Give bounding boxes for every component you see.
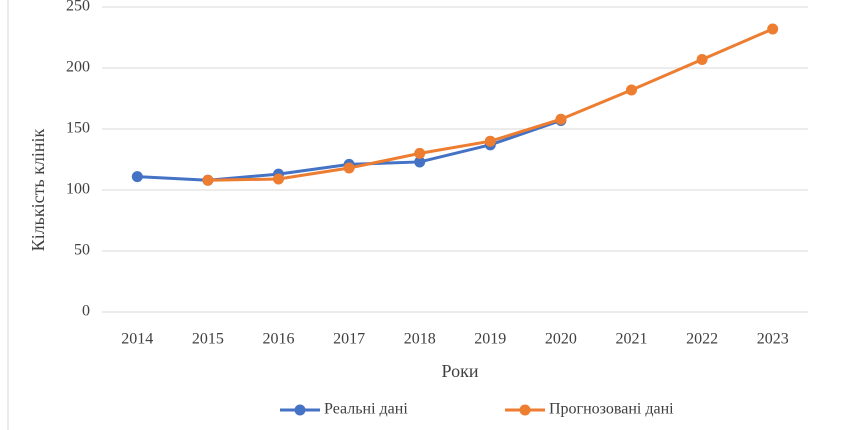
x-tick-label: 2016: [263, 331, 295, 348]
x-tick-label: 2018: [404, 331, 436, 348]
x-tick-label: 2022: [686, 331, 718, 348]
y-tick-label: 100: [66, 181, 90, 198]
point: [626, 84, 637, 96]
x-tick-label: 2015: [192, 331, 224, 348]
point: [202, 174, 214, 186]
y-axis-label: Кількість клінік: [28, 128, 48, 251]
point: [414, 156, 426, 168]
point: [696, 53, 708, 65]
y-tick-label: 200: [66, 59, 90, 76]
legend-label: Прогнозовані дані: [549, 401, 674, 418]
x-tick-label: 2019: [474, 331, 506, 348]
point: [131, 171, 143, 183]
y-tick-label: 150: [66, 120, 90, 137]
legend-label: Реальні дані: [324, 401, 408, 418]
point: [273, 173, 284, 185]
point: [484, 135, 496, 147]
legend-marker: [519, 404, 531, 416]
x-axis-label: Роки: [442, 361, 479, 381]
series-line: [207, 27, 774, 182]
x-tick-label: 2023: [757, 331, 789, 348]
point: [767, 23, 779, 35]
point: [343, 162, 355, 174]
point: [414, 147, 426, 159]
x-tick-label: 2021: [616, 331, 648, 348]
x-tick-label: 2020: [545, 331, 577, 348]
point: [555, 113, 567, 125]
y-tick-label: 0: [82, 303, 90, 320]
x-tick-label: 2014: [121, 331, 153, 348]
legend-marker: [294, 404, 306, 416]
x-tick-label: 2017: [333, 331, 365, 348]
y-tick-label: 50: [74, 242, 90, 259]
y-tick-label: 250: [66, 0, 90, 15]
